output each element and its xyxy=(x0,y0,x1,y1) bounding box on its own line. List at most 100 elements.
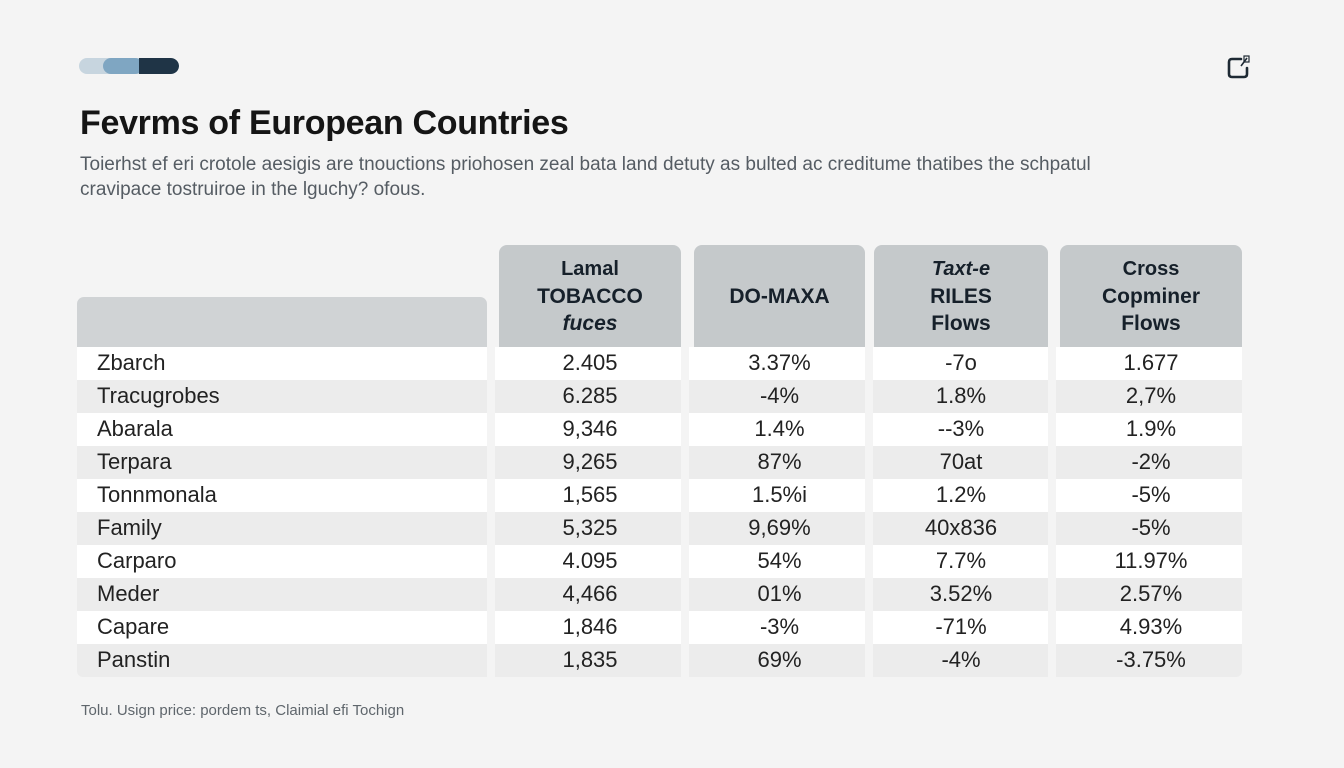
column-gap xyxy=(681,413,689,446)
row-label: Terpara xyxy=(97,449,172,474)
column-gap xyxy=(681,512,689,545)
column-gap xyxy=(681,446,689,479)
row-label: Family xyxy=(97,515,162,540)
column-header-line: Taxt-e xyxy=(931,257,991,280)
table-cell: -4% xyxy=(941,647,981,672)
table-cell: -3% xyxy=(759,614,800,639)
table-cell: 1.4% xyxy=(754,416,805,441)
column-gap xyxy=(865,611,873,644)
column-gap xyxy=(487,380,495,413)
table-cell: 1.5%i xyxy=(751,482,808,507)
column-header-line: Flows xyxy=(931,311,991,335)
table-cell: 2,7% xyxy=(1125,383,1177,408)
footnote: Tolu. Usign price: pordem ts, Claimial e… xyxy=(81,702,405,719)
table-row[interactable]: Tracugrobes 6.285 -4% 1.8% 2,7% xyxy=(77,380,1242,413)
table-row[interactable]: Panstin 1,835 69% -4% -3.75% xyxy=(77,644,1242,677)
table-cell: 40x836 xyxy=(924,515,998,540)
column-gap xyxy=(865,347,873,380)
column-gap xyxy=(487,413,495,446)
table-cell: 01% xyxy=(757,581,802,606)
column-header-line: RILES xyxy=(930,284,992,308)
column-gap xyxy=(681,545,689,578)
column-gap xyxy=(865,446,873,479)
column-gap xyxy=(1048,611,1056,644)
column-header-line: TOBACCO xyxy=(537,284,643,308)
row-label: Abarala xyxy=(97,416,173,441)
table-row[interactable]: Tonnmonala 1,565 1.5%i 1.2% -5% xyxy=(77,479,1242,512)
table-cell: 7.7% xyxy=(935,548,987,573)
row-label: Capare xyxy=(97,614,170,639)
table-cell: -2% xyxy=(1131,449,1171,474)
table-row[interactable]: Carparo 4.095 54% 7.7% 11.97% xyxy=(77,545,1242,578)
table-cell: 70at xyxy=(939,449,983,474)
column-gap xyxy=(1048,380,1056,413)
column-header-do-maxa[interactable]: DO-MAXA xyxy=(694,245,865,347)
column-gap xyxy=(487,446,495,479)
column-gap xyxy=(1048,545,1056,578)
column-gap xyxy=(865,512,873,545)
column-gap xyxy=(1048,479,1056,512)
column-gap xyxy=(487,644,495,677)
row-label: Tracugrobes xyxy=(97,383,220,408)
table-row[interactable]: Zbarch 2.405 3.37% -7o 1.677 xyxy=(77,347,1242,380)
table-cell: -4% xyxy=(759,383,800,408)
table-row[interactable]: Abarala 9,346 1.4% --3% 1.9% xyxy=(77,413,1242,446)
column-header-line: DO-MAXA xyxy=(729,284,830,308)
progress-segment-mid xyxy=(103,58,143,74)
table-cell: 1,835 xyxy=(562,647,618,672)
table-cell: -7o xyxy=(945,350,977,375)
column-header-riles-flows[interactable]: Taxt-e RILES Flows xyxy=(874,245,1048,347)
column-gap xyxy=(681,611,689,644)
table-cell: -3.75% xyxy=(1116,647,1186,672)
row-label: Carparo xyxy=(97,548,177,573)
page-subtitle: Toierhst ef eri crotole aesigis are tnou… xyxy=(80,154,1091,200)
table-cell: -5% xyxy=(1131,482,1171,507)
column-gap xyxy=(681,644,689,677)
column-gap xyxy=(1048,446,1056,479)
table-cell: 6.285 xyxy=(562,383,618,408)
table-cell: 2.57% xyxy=(1119,581,1183,606)
column-header-cross-flows[interactable]: Cross Copminer Flows xyxy=(1060,245,1242,347)
table-cell: 2.405 xyxy=(562,350,618,375)
table-cell: 1.9% xyxy=(1125,416,1177,441)
page-title: Fevrms of European Countries xyxy=(80,104,569,142)
table-cell: 9,346 xyxy=(562,416,618,441)
column-header-tobacco[interactable]: Lamal TOBACCO fuces xyxy=(499,245,681,347)
column-header-line: Lamal xyxy=(561,257,619,280)
column-gap xyxy=(865,380,873,413)
column-gap xyxy=(865,578,873,611)
column-gap xyxy=(487,611,495,644)
column-gap xyxy=(865,413,873,446)
progress-segment-dark xyxy=(139,58,179,74)
table-cell: 3.37% xyxy=(748,350,811,375)
table-row[interactable]: Capare 1,846 -3% -71% 4.93% xyxy=(77,611,1242,644)
column-gap xyxy=(487,545,495,578)
column-gap xyxy=(681,578,689,611)
table-cell: 11.97% xyxy=(1114,548,1188,573)
column-gap xyxy=(681,347,689,380)
column-gap xyxy=(681,479,689,512)
table-cell: 4,466 xyxy=(562,581,618,606)
column-gap xyxy=(487,578,495,611)
row-label: Panstin xyxy=(97,647,171,672)
column-gap xyxy=(1048,644,1056,677)
edit-note-icon[interactable] xyxy=(1226,54,1252,80)
column-gap xyxy=(865,644,873,677)
table-cell: 4.095 xyxy=(562,548,618,573)
column-gap xyxy=(1048,512,1056,545)
progress-indicator xyxy=(79,58,179,74)
row-label: Zbarch xyxy=(97,350,166,375)
table-row[interactable]: Terpara 9,265 87% 70at -2% xyxy=(77,446,1242,479)
row-label: Tonnmonala xyxy=(97,482,217,507)
table-row[interactable]: Meder 4,466 01% 3.52% 2.57% xyxy=(77,578,1242,611)
column-gap xyxy=(487,512,495,545)
row-label-header-band xyxy=(77,297,487,347)
table-cell: 9,69% xyxy=(748,515,811,540)
table-cell: 1.8% xyxy=(935,383,987,408)
column-gap xyxy=(1048,578,1056,611)
table-row[interactable]: Family 5,325 9,69% 40x836 -5% xyxy=(77,512,1242,545)
table-cell: 87% xyxy=(757,449,802,474)
column-gap xyxy=(865,545,873,578)
column-gap xyxy=(681,380,689,413)
table-cell: 3.52% xyxy=(929,581,993,606)
